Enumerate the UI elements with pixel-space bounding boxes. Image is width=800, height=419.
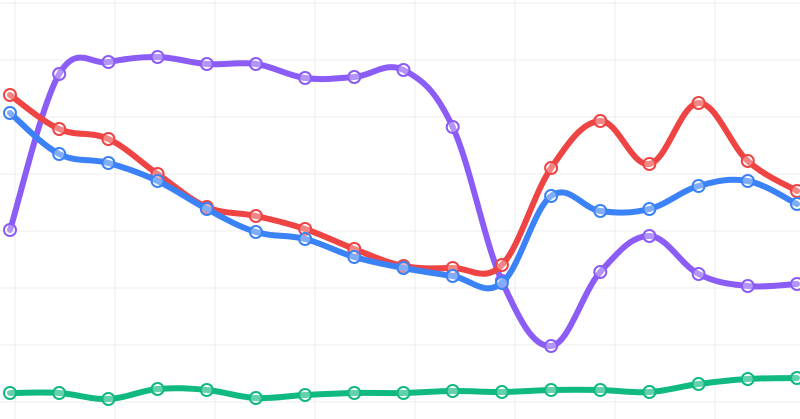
data-point-2-3[interactable] [150,174,165,188]
data-point-1-13[interactable] [642,157,657,171]
data-point-2-7[interactable] [347,250,362,264]
data-point-3-1[interactable] [52,386,67,400]
data-point-0-0[interactable] [3,223,17,237]
data-point-3-5[interactable] [248,391,263,405]
data-point-1-6[interactable] [298,222,313,236]
data-point-3-10[interactable] [494,385,509,399]
data-point-2-4[interactable] [199,202,214,216]
data-point-2-5[interactable] [248,225,263,239]
data-point-3-13[interactable] [642,385,657,399]
series-3 [3,371,800,406]
data-point-1-11[interactable] [544,161,559,175]
data-point-0-3[interactable] [150,50,165,64]
data-point-3-11[interactable] [544,383,559,397]
data-point-0-5[interactable] [248,57,263,71]
data-point-3-12[interactable] [593,383,608,397]
series-line-1 [7,92,800,277]
data-point-2-6[interactable] [298,232,313,246]
data-point-0-1[interactable] [52,67,67,81]
data-point-0-14[interactable] [691,267,706,281]
data-point-1-15[interactable] [740,154,755,168]
series-layer [3,50,800,406]
data-point-2-2[interactable] [101,156,116,170]
data-point-0-6[interactable] [298,71,313,85]
data-point-0-16[interactable] [790,277,800,291]
data-point-3-2[interactable] [101,392,116,406]
data-point-2-8[interactable] [396,261,411,275]
data-point-3-6[interactable] [298,388,313,402]
data-point-0-4[interactable] [199,57,214,71]
data-point-0-8[interactable] [396,63,411,77]
series-line-2 [7,110,800,292]
data-point-1-12[interactable] [593,114,608,128]
data-point-0-11[interactable] [544,339,559,353]
data-point-2-0[interactable] [3,106,17,120]
data-point-0-2[interactable] [101,55,116,69]
data-point-3-3[interactable] [150,382,165,396]
data-point-1-16[interactable] [790,184,800,198]
data-point-2-16[interactable] [790,197,800,211]
data-point-2-9[interactable] [445,269,460,283]
series-2 [3,106,800,292]
data-point-1-5[interactable] [248,209,263,223]
series-line-3 [7,375,800,403]
data-point-1-2[interactable] [101,132,116,146]
data-point-0-13[interactable] [642,229,657,243]
data-point-3-14[interactable] [691,377,706,391]
data-point-0-9[interactable] [445,120,460,134]
data-point-0-15[interactable] [740,279,755,293]
data-point-3-9[interactable] [445,384,460,398]
data-point-3-7[interactable] [347,386,362,400]
data-point-2-12[interactable] [593,204,608,218]
data-point-2-13[interactable] [642,202,657,216]
data-point-2-10[interactable] [494,276,509,290]
data-point-2-15[interactable] [740,174,755,188]
series-line-0 [7,53,800,349]
data-point-2-14[interactable] [691,179,706,193]
series-0 [3,50,800,353]
data-point-3-15[interactable] [740,372,755,386]
data-point-1-0[interactable] [3,88,17,102]
data-point-1-10[interactable] [494,258,509,272]
data-point-1-14[interactable] [691,96,706,110]
data-point-1-1[interactable] [52,122,67,136]
data-point-3-0[interactable] [3,386,17,400]
data-point-0-7[interactable] [347,70,362,84]
data-point-0-12[interactable] [593,265,608,279]
data-point-2-11[interactable] [544,189,559,203]
series-1 [3,88,800,277]
data-point-3-4[interactable] [199,383,214,397]
data-point-2-1[interactable] [52,147,67,161]
data-point-3-16[interactable] [790,371,800,385]
data-point-3-8[interactable] [396,386,411,400]
